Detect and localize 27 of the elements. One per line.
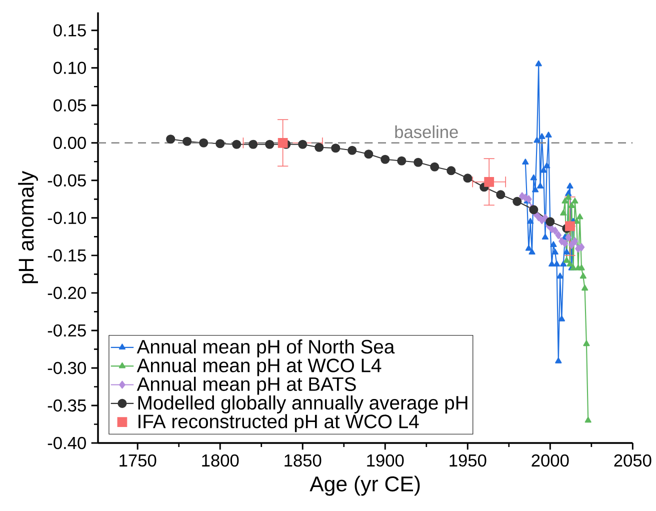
y-tick-label: -0.35 [48,399,86,412]
x-tick-label: 2050 [614,454,652,467]
y-tick-label: -0.30 [48,362,86,374]
legend-label: Annual mean pH at BATS [136,376,356,395]
legend-label: Annual mean pH of North Sea [136,339,395,358]
x-tick-label: 1750 [120,454,156,467]
x-tick-label: 1850 [284,454,322,467]
y-tick-label: -0.20 [48,286,86,300]
y-tick-label: -0.10 [48,212,86,224]
legend-label: Modelled globally annually average pH [138,395,468,414]
legend-label: IFA reconstructed pH at WCO L4 [138,414,419,432]
legend-label: Annual mean pH at WCO L4 [136,358,382,376]
y-tick-label: 0.10 [54,62,86,74]
x-axis-title: Age (yr CE) [310,476,420,496]
y-tick-label: 0.00 [54,136,86,150]
x-tick-label: 2000 [532,454,569,467]
x-tick-label: 1900 [367,454,404,467]
y-tick-label: -0.15 [48,249,86,262]
y-tick-label: -0.25 [48,324,86,337]
ref-line-label: baseline [395,125,458,138]
y-tick-label: -0.40 [48,436,86,450]
y-tick-label: 0.15 [54,24,86,36]
x-tick-label: 1800 [202,454,239,467]
x-tick-label: 1950 [450,454,486,467]
y-tick-label: -0.05 [48,174,86,187]
y-tick-label: 0.05 [54,99,86,112]
y-axis-title: pH anomaly [18,170,38,284]
